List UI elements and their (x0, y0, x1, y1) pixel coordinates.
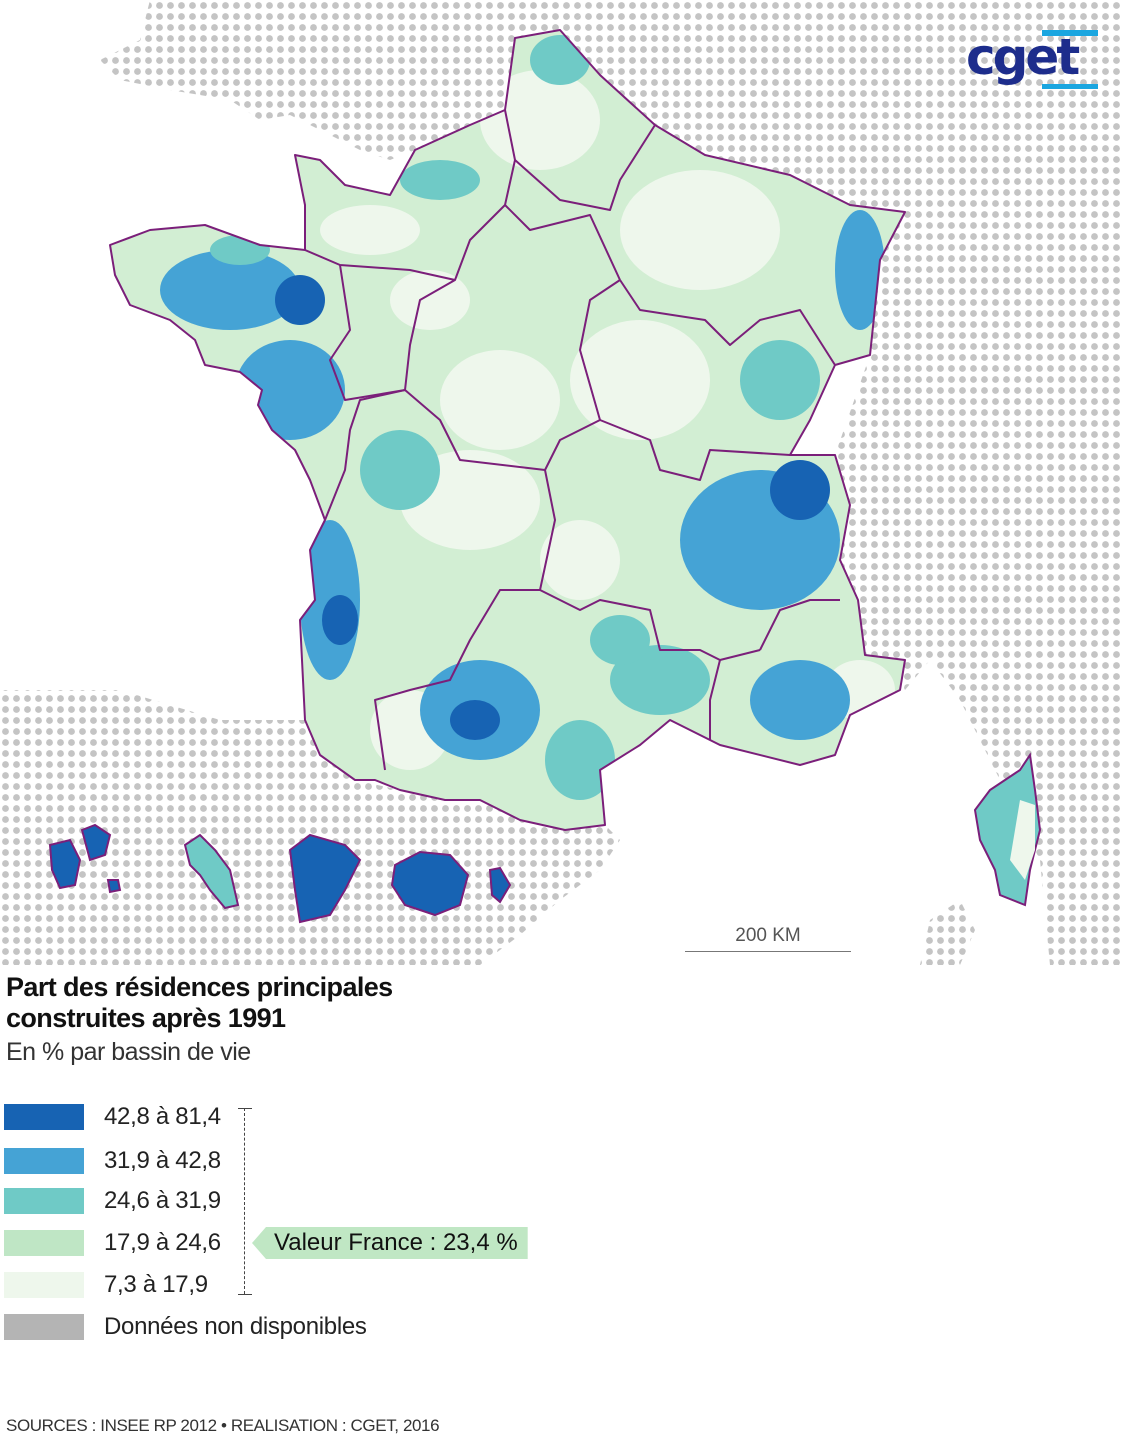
legend-label: Données non disponibles (104, 1313, 367, 1340)
legend-item: 42,8 à 81,4 (4, 1103, 221, 1130)
legend-swatch (4, 1104, 84, 1130)
guadeloupe (48, 823, 112, 890)
reunion (390, 850, 470, 917)
choropleth-cells (160, 35, 895, 800)
martinique (183, 833, 240, 910)
mayotte (488, 866, 512, 904)
legend-swatch (4, 1314, 84, 1340)
cget-logo: cget (966, 28, 1080, 86)
legend-label: 42,8 à 81,4 (104, 1103, 221, 1130)
legend-item: 17,9 à 24,6 (4, 1229, 221, 1256)
neighbour-land-uk (100, 0, 600, 160)
france-value-callout: Valeur France : 23,4 % (252, 1227, 528, 1259)
legend-swatch (4, 1230, 84, 1256)
neighbour-land-italy-sardinia (920, 900, 975, 965)
logo-bar-bottom (1042, 84, 1098, 89)
map-title: Part des résidences principales construi… (6, 972, 393, 1033)
legend-swatch (4, 1148, 84, 1174)
guyane (288, 833, 362, 924)
logo-bar-top (1042, 30, 1098, 36)
legend-item: 31,9 à 42,8 (4, 1147, 221, 1174)
saint-barthelemy (106, 879, 122, 894)
scale-bar: 200 KM (685, 925, 851, 952)
map-subtitle: En % par bassin de vie (6, 1038, 251, 1066)
legend-item: 7,3 à 17,9 (4, 1271, 208, 1298)
legend-label: 24,6 à 31,9 (104, 1187, 221, 1214)
legend-label: 17,9 à 24,6 (104, 1229, 221, 1256)
legend-label: 7,3 à 17,9 (104, 1271, 208, 1298)
neighbour-land-spain (0, 690, 620, 965)
scale-bar-label: 200 KM (735, 925, 801, 946)
map-area: cget 200 KM (0, 0, 1122, 965)
legend-swatch (4, 1188, 84, 1214)
legend-item: Données non disponibles (4, 1313, 367, 1340)
legend-item: 24,6 à 31,9 (4, 1187, 221, 1214)
neighbour-land-north (560, 0, 1122, 965)
legend-bracket (244, 1108, 246, 1294)
legend-bracket-cap-bottom (238, 1294, 252, 1295)
legend-swatch (4, 1272, 84, 1298)
corsica-east (1010, 800, 1035, 880)
legend-label: 31,9 à 42,8 (104, 1147, 221, 1174)
france-value-label: Valeur France : 23,4 % (274, 1229, 518, 1256)
legend-bracket-cap-top (238, 1108, 252, 1109)
sources-credit: SOURCES : INSEE RP 2012 • REALISATION : … (6, 1416, 440, 1435)
choropleth-map (0, 0, 1122, 965)
region-borders (109, 29, 906, 831)
